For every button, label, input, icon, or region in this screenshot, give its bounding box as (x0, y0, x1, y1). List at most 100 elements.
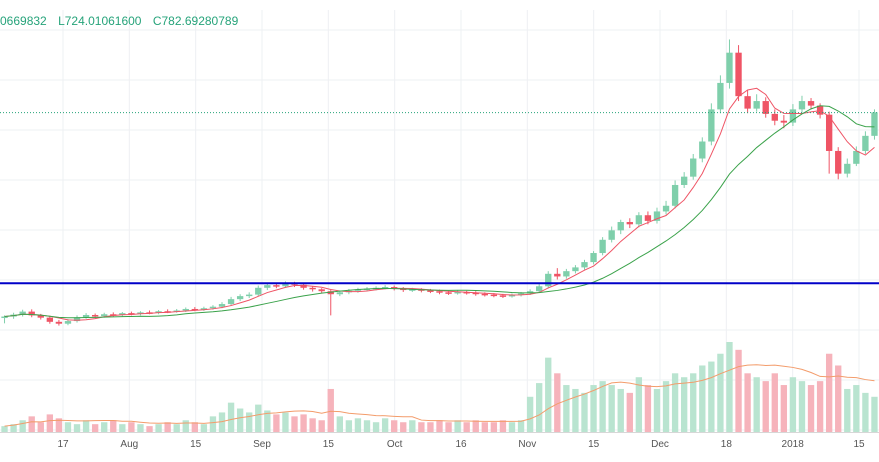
volume-bar (780, 385, 788, 432)
ma-long-line (4, 105, 875, 319)
candle-body (835, 150, 842, 174)
candle (735, 45, 742, 102)
volume-bar (835, 365, 842, 432)
x-tick-label: 17 (57, 439, 69, 450)
candle-body (526, 291, 534, 294)
candle-body (427, 290, 434, 292)
candle-body (816, 105, 824, 115)
ohlc-readout: 0669832 L724.01061600 C782.69280789 (0, 14, 246, 28)
volume-bar (73, 424, 81, 432)
candle (55, 319, 63, 326)
volume-bar (807, 385, 815, 432)
volume-bar (490, 422, 498, 432)
candle (680, 172, 688, 189)
ma-short-line (4, 87, 875, 321)
candle (726, 39, 733, 89)
candle (780, 115, 788, 129)
candle-body (101, 314, 108, 317)
candle-body (209, 306, 217, 309)
volume-bar (391, 420, 398, 432)
candle (554, 268, 561, 280)
volume-bar (119, 424, 126, 432)
candle-body (110, 314, 117, 316)
volume-bar (608, 385, 615, 432)
candle-body (753, 101, 760, 109)
candle (454, 290, 461, 295)
candle (662, 200, 670, 215)
x-tick-label: Sep (253, 439, 271, 450)
volume-bar (671, 373, 679, 432)
volume-bar (708, 361, 715, 432)
candle-body (282, 283, 289, 287)
volume-bar (862, 392, 869, 432)
candle-body (608, 230, 615, 240)
candle (853, 146, 860, 167)
volume-bar (309, 418, 316, 432)
volume-bar (536, 383, 543, 432)
candle-body (671, 184, 679, 206)
candle-body (563, 271, 570, 277)
volume-bar (789, 377, 797, 432)
candle (599, 237, 606, 256)
candle-body (708, 109, 715, 142)
candle (227, 296, 235, 306)
candle (46, 316, 54, 324)
volume-bar (318, 420, 325, 432)
candle (862, 131, 869, 154)
x-tick-label: Aug (120, 439, 138, 450)
candle-body (200, 308, 208, 310)
candle (508, 293, 516, 298)
candle-body (309, 287, 316, 290)
volume-bar (218, 412, 226, 432)
volume-bar (825, 353, 833, 432)
volume-bar (644, 385, 652, 432)
x-tick-label: 2018 (782, 439, 805, 450)
candle-body (472, 292, 479, 295)
volume-bar (372, 422, 380, 432)
volume-bar (336, 416, 343, 432)
candle (626, 218, 633, 229)
volume-bar (64, 422, 72, 432)
candle (255, 285, 262, 297)
candle (73, 315, 81, 323)
volume-bar (28, 416, 35, 432)
candle (798, 95, 806, 113)
x-tick-label: Oct (387, 439, 403, 450)
candle-body (381, 287, 389, 289)
candle (835, 147, 842, 180)
candle-body (454, 291, 461, 294)
candle-body (644, 215, 652, 221)
volume-bar (91, 424, 99, 432)
candle (617, 219, 624, 235)
candle-body (626, 222, 633, 225)
candle (671, 180, 679, 209)
volume-bar (590, 385, 597, 432)
candle-body (690, 158, 697, 177)
candle (825, 111, 833, 174)
candle-body (536, 286, 543, 292)
volume-bars (1, 342, 878, 432)
volume-bar (798, 381, 806, 432)
volume-bar (526, 396, 534, 432)
volume-bar (463, 422, 470, 432)
volume-bar (182, 420, 189, 432)
candle (871, 109, 878, 140)
candle-body (119, 313, 126, 316)
candle-body (554, 273, 561, 277)
volume-bar (554, 373, 561, 432)
volume-bar (200, 424, 208, 432)
candle-body (255, 287, 262, 295)
volume-bar (871, 396, 878, 432)
candle-body (871, 112, 878, 136)
volume-bar (418, 422, 425, 432)
volume-bar (844, 388, 851, 432)
volume-bar (563, 385, 570, 432)
candle-body (227, 299, 235, 305)
candle-body (825, 114, 833, 151)
x-tick-label: 15 (588, 439, 600, 450)
volume-bar (255, 404, 262, 432)
volume-bar (635, 377, 643, 432)
volume-bar (853, 385, 860, 432)
